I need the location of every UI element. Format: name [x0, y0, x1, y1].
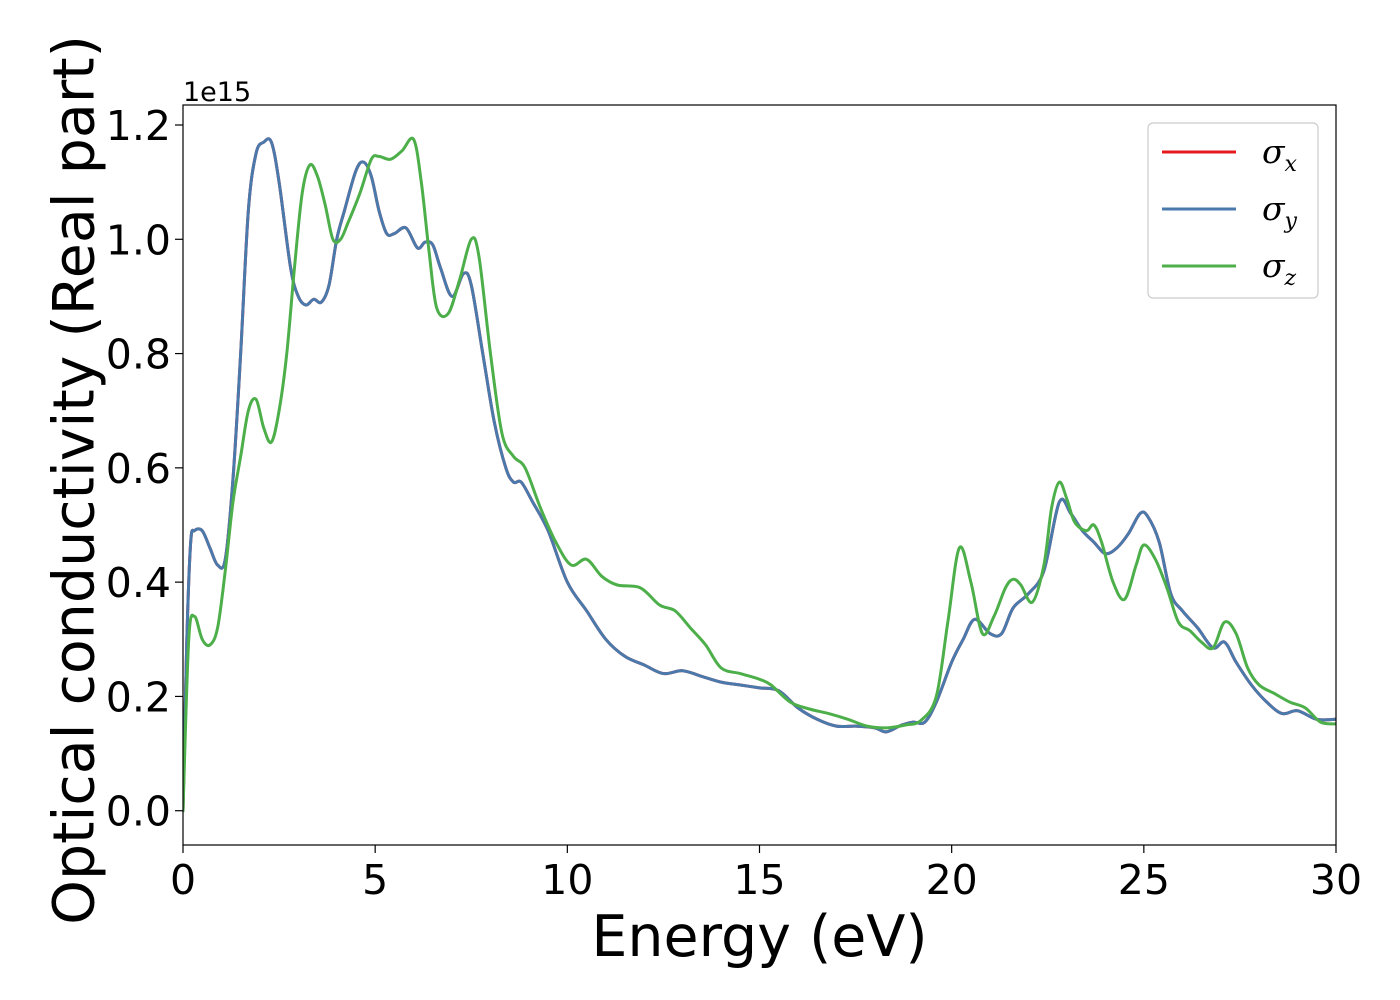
y-tick-label: 0.2 [106, 673, 171, 721]
y-offset-label: 1e15 [183, 77, 251, 108]
y-axis: 0.0 0.2 0.4 0.6 0.8 1.0 1.2 [106, 102, 183, 836]
y-tick-label: 1.0 [106, 216, 171, 264]
x-tick-label: 25 [1118, 856, 1170, 904]
legend-label-y: σy [1262, 189, 1298, 234]
y-tick-label: 0.8 [106, 331, 171, 379]
x-tick-label: 20 [926, 856, 978, 904]
x-tick-label: 5 [362, 856, 388, 904]
y-axis-label: Optical conductivity (Real part) [42, 35, 108, 925]
y-tick-label: 1.2 [106, 102, 171, 150]
y-tick-label: 0.4 [106, 559, 171, 607]
x-tick-label: 10 [541, 856, 593, 904]
legend: σx σy σz [1147, 122, 1319, 299]
x-tick-label: 0 [170, 856, 196, 904]
y-tick-label: 0.0 [106, 788, 171, 836]
x-tick-label: 15 [733, 856, 785, 904]
legend-label-x: σx [1262, 132, 1298, 177]
series-line-z [183, 136, 1336, 813]
x-tick-label: 30 [1310, 856, 1362, 904]
legend-label-z: σz [1262, 246, 1297, 291]
y-tick-label: 0.6 [106, 445, 171, 493]
x-axis-label: Energy (eV) [591, 904, 927, 970]
plot-lines [183, 136, 1336, 813]
x-axis: 0 5 10 15 20 25 30 [170, 845, 1362, 904]
series-line-y [183, 137, 1336, 813]
